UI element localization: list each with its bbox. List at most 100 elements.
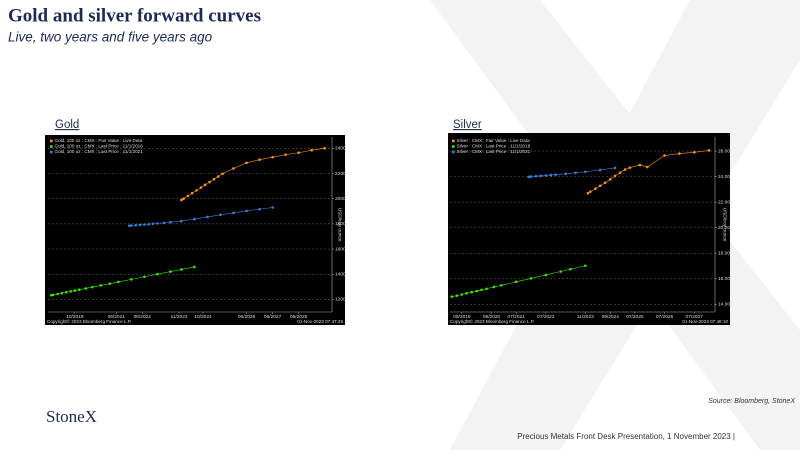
slide-subtitle: Live, two years and five years ago	[8, 30, 213, 45]
data-point	[206, 215, 209, 219]
y-tick-label: 1400	[335, 271, 346, 277]
data-point	[190, 191, 194, 195]
data-point	[485, 287, 488, 291]
x-tick-label: 07/2026	[656, 314, 674, 320]
y-axis-label: USD/troy ounce	[337, 208, 343, 242]
data-point	[663, 154, 666, 157]
data-point	[212, 178, 216, 181]
data-point	[182, 197, 185, 200]
data-point	[134, 223, 138, 227]
data-point	[199, 186, 203, 189]
data-point	[216, 175, 220, 178]
chart-title: Gold	[55, 119, 79, 131]
y-tick-label: 2200	[335, 171, 346, 177]
data-point	[271, 206, 274, 209]
data-point	[628, 166, 632, 169]
y-axis-label: USD/troy ounce	[722, 208, 728, 242]
data-point	[193, 265, 196, 269]
data-point	[169, 270, 172, 273]
data-point	[500, 284, 503, 287]
data-point	[534, 174, 538, 178]
legend-swatch	[50, 150, 53, 154]
chart: 14.00 16.00 18.00 20.00 22.00 24.00 26.00 09/20…	[448, 133, 730, 325]
chart-background	[448, 133, 730, 325]
data-point	[586, 191, 590, 195]
legend-label: Silver : CMX : Last Price : 11/1/2018	[457, 144, 531, 149]
legend-label: Gold, 100 oz : CMX : Last Price : 11/1/2…	[55, 144, 144, 149]
y-tick-label: 16.00	[718, 276, 730, 282]
data-point	[470, 290, 473, 294]
data-point	[156, 272, 159, 276]
source: Source: Bloomberg, StoneX	[708, 398, 795, 405]
data-point	[623, 168, 627, 171]
legend-label: Gold, 100 oz : CMX : Fair Value : Live D…	[55, 138, 143, 143]
data-point	[99, 284, 103, 287]
data-point	[193, 217, 196, 221]
data-point	[310, 148, 313, 152]
data-point	[284, 153, 287, 156]
data-point	[598, 168, 602, 172]
legend-swatch	[50, 139, 53, 143]
footer: Precious Metals Front Desk Presentation,…	[517, 432, 735, 441]
data-point	[69, 290, 72, 293]
data-point	[64, 290, 68, 294]
data-point	[544, 174, 548, 177]
data-point	[138, 223, 142, 227]
y-tick-label: 14.00	[718, 302, 730, 308]
data-point	[90, 285, 94, 289]
data-point	[450, 295, 454, 298]
x-tick-label: 11/2023	[171, 314, 188, 320]
data-point	[180, 198, 183, 202]
data-point	[574, 171, 577, 175]
data-point	[162, 221, 166, 225]
data-point	[60, 291, 64, 295]
data-point	[232, 211, 235, 215]
data-point	[195, 189, 198, 192]
timestamp: 01-Nov-2023 07:48:10	[682, 319, 728, 324]
data-point	[51, 293, 55, 297]
data-point	[127, 224, 131, 228]
data-point	[219, 213, 222, 217]
data-point	[108, 282, 112, 285]
data-point	[492, 285, 496, 289]
data-point	[584, 264, 587, 268]
x-tick-label: 06/2022	[134, 314, 152, 320]
data-point	[613, 166, 617, 170]
data-point	[323, 147, 327, 150]
data-point	[156, 222, 159, 225]
y-tick-label: 18.00	[718, 251, 730, 257]
data-point	[692, 151, 696, 154]
copyright: Copyright© 2023 Bloomberg Finance L.P.	[450, 318, 535, 324]
data-point	[271, 155, 274, 159]
data-point	[460, 293, 464, 296]
data-point	[569, 267, 572, 271]
data-point	[143, 223, 146, 226]
x-tick-label: 07/2025	[626, 314, 644, 320]
y-tick-label: 22.00	[718, 199, 730, 205]
legend-label: Silver : CMX : Fair Value : Live Data	[457, 138, 531, 143]
legend-swatch	[452, 150, 455, 154]
data-point	[465, 292, 468, 295]
x-tick-label: 09/2024	[602, 314, 620, 320]
x-tick-label: 07/2022	[537, 314, 555, 320]
x-tick-label: 07/2027	[686, 314, 704, 320]
data-point	[529, 175, 533, 178]
data-point	[147, 222, 151, 226]
data-point	[180, 219, 183, 223]
x-tick-label: 06/2028	[290, 314, 308, 320]
y-tick-label: 1800	[335, 221, 346, 227]
y-tick-label: 2400	[335, 146, 346, 152]
data-point	[589, 190, 592, 193]
legend-swatch	[452, 145, 455, 148]
legend-swatch	[50, 145, 53, 148]
series-line	[587, 150, 710, 194]
legend-label: Silver : CMX : Last Price : 11/1/2021	[457, 149, 531, 154]
data-point	[169, 220, 172, 224]
data-point	[258, 207, 261, 211]
legend-label: Gold, 100 oz : CMX : Last Price : 11/1/2…	[55, 149, 144, 154]
timestamp: 01-Nov-2023 07:47:29	[297, 319, 343, 324]
x-tick-label: 09/2020	[483, 314, 501, 320]
chart-title: Silver	[453, 119, 482, 131]
y-tick-label: 24.00	[718, 174, 730, 180]
